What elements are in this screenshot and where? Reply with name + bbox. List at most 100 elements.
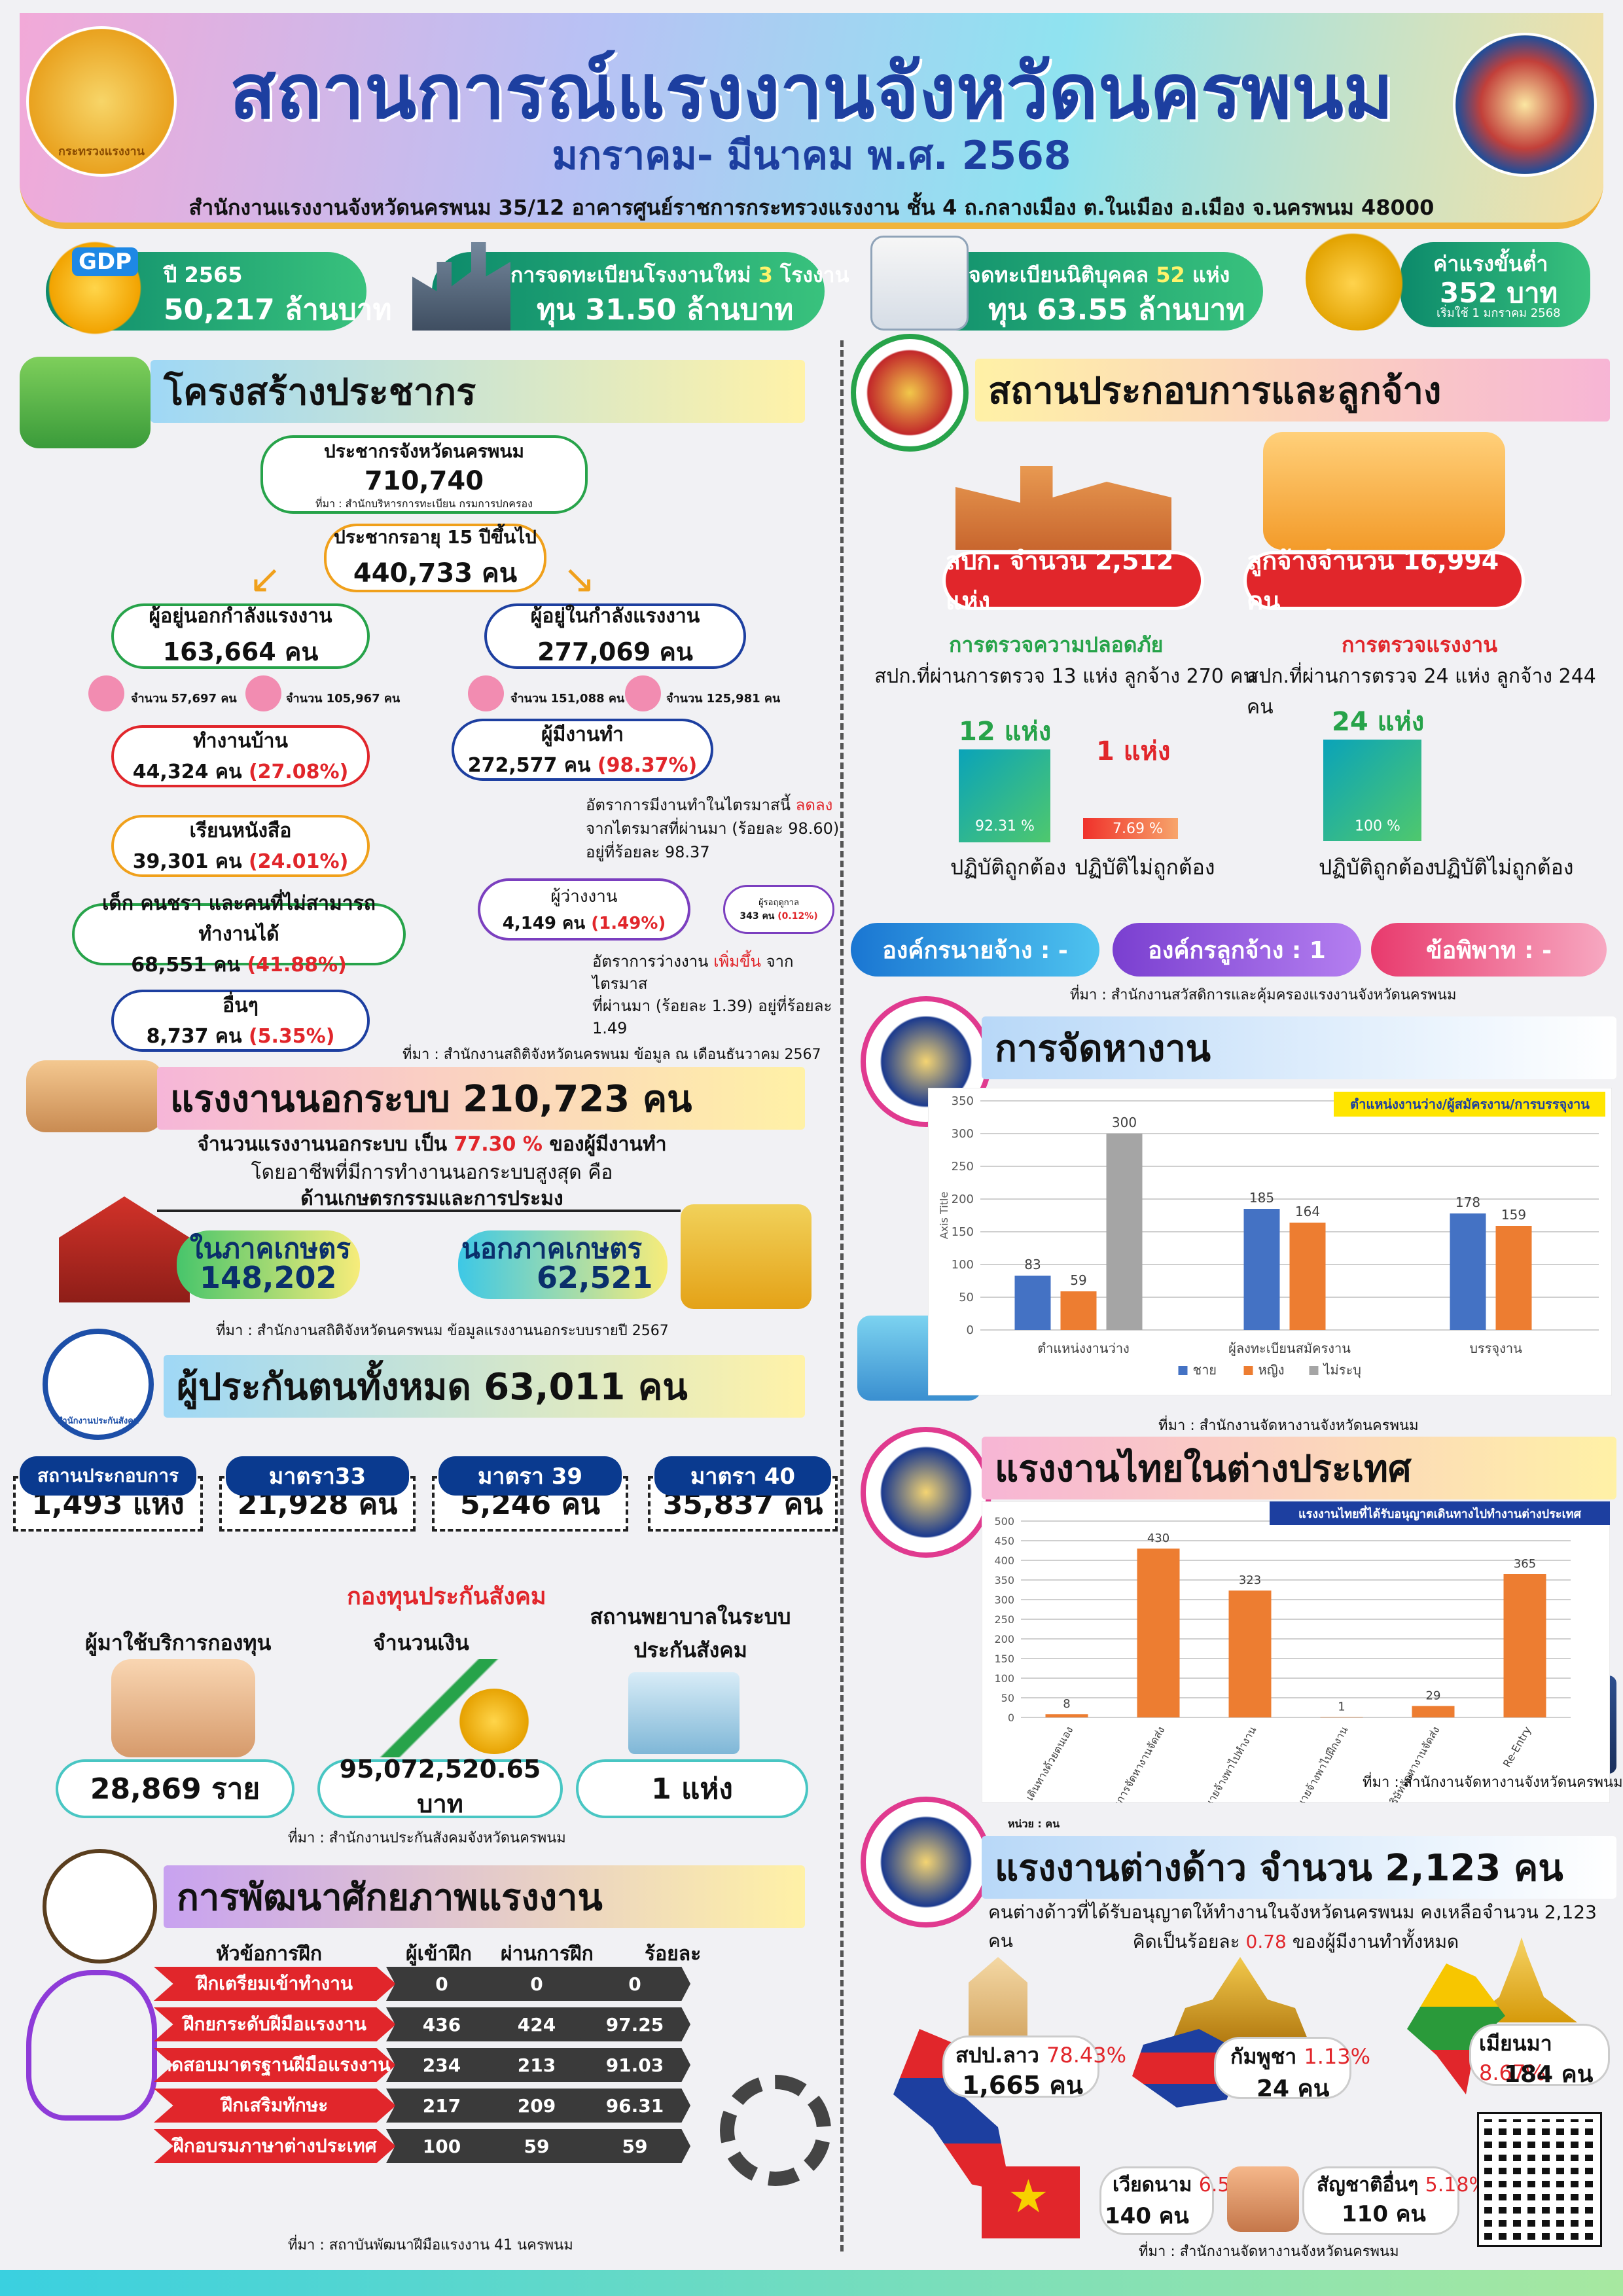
training-in-1: 436 [386, 2007, 497, 2041]
informal-arrow [157, 1210, 681, 1212]
laos-landmark-icon [969, 1957, 1027, 2042]
agri-value: 148,202 [200, 1260, 337, 1295]
labor-protection-logo [851, 334, 969, 452]
unemployed-line: 4,149 คน (1.49%) [503, 910, 666, 937]
fund-amount-value-text: 95,072,520.65 บาท [339, 1754, 541, 1818]
arrow-right-icon: ↘ [563, 556, 596, 602]
juristic-line1: จดทะเบียนนิติบุคคล 52 แห่ง [969, 259, 1230, 292]
total-population-label: ประชากรจังหวัดนครพนม [324, 440, 524, 462]
abroad-source: ที่มา : สำนักงานจัดหางานจังหวัดนครพนม [1363, 1774, 1623, 1791]
qr-code[interactable] [1477, 2112, 1602, 2247]
laos-value: 1,665 คน [962, 2071, 1083, 2100]
employment-note-red: ลดลง [795, 796, 833, 814]
laos-pct: 78.43% [1046, 2043, 1127, 2068]
employment-dept-logo [861, 1427, 991, 1558]
seasonal-line: 343 คน (0.12%) [740, 909, 817, 924]
unemployment-note-b: จากไตรมาส [592, 952, 794, 993]
laos-label-box [942, 2036, 1099, 2098]
hospital-label: สถานพยาบาลในระบบ ประกันสังคม [576, 1600, 805, 1667]
training-in-3: 217 [386, 2089, 497, 2123]
labor-ok-count: 24 แห่ง [1332, 707, 1425, 737]
hospital-value-text: 1 แห่ง [651, 1772, 733, 1806]
chart1-title: ตำแหน่งงานว่าง/ผู้สมัครงาน/การบรรจุงาน [1350, 1096, 1590, 1113]
chart2-data-label: 430 [1147, 1532, 1169, 1545]
section-training: การพัฒนาศักยภาพแรงงาน [164, 1865, 805, 1928]
outside-labor-box: ผู้อยู่นอกกำลังแรงงาน 163,664 คน [111, 603, 370, 669]
chart2-ytick: 450 [994, 1535, 1014, 1547]
section-population: โครงสร้างประชากร [151, 360, 805, 423]
cambodia-value: 24 คน [1257, 2075, 1330, 2102]
agri-label: ในภาคเกษตร [190, 1232, 351, 1265]
training-topic-0: ฝึกเตรียมเข้าทำงาน [154, 1967, 396, 2001]
training-pass-1: 424 [481, 2007, 592, 2041]
chart1-data-label: 59 [1070, 1272, 1086, 1288]
outside-male: จำนวน 57,697 คน [131, 692, 237, 706]
vietnam-value: 140 คน [1105, 2203, 1189, 2229]
other-nation-value: 110 คน [1342, 2201, 1426, 2227]
employed-pct: (98.37%) [597, 753, 698, 777]
chart2-ytick: 0 [1008, 1712, 1014, 1724]
training-pct-2: 91.03 [579, 2048, 690, 2082]
chart1-category-label: บรรจุงาน [1469, 1340, 1522, 1357]
employment-dept-logo [861, 1797, 991, 1928]
unable-pct: (41.88%) [247, 954, 347, 977]
labor-ok-label: ปฏิบัติถูกต้อง [1319, 855, 1435, 880]
hospital-icon [628, 1672, 740, 1754]
study-label: เรียนหนังสือ [189, 819, 292, 842]
training-topic-2: ทดสอบมาตรฐานฝีมือแรงงาน [154, 2048, 396, 2082]
insurance-box-label-3: มาตรา 40 [654, 1456, 831, 1496]
myanmar-name: เมียนมา [1479, 2031, 1552, 2056]
juristic-count: 52 [1156, 262, 1185, 287]
training-source: ที่มา : สถาบันพัฒนาฝีมือแรงงาน 41 นครพนม [288, 2237, 573, 2253]
gdp-value: 50,217 ล้านบาท [164, 293, 392, 327]
foreign-source: ที่มา : สำนักงานจัดหางานจังหวัดนครพนม [1139, 2244, 1399, 2260]
training-pct-3: 96.31 [579, 2089, 690, 2123]
safety-ok-bar [959, 749, 1050, 842]
wage-note: เริ่มใช้ 1 มกราคม 2568 [1436, 306, 1561, 320]
chart2-data-label: 29 [1426, 1689, 1441, 1703]
skill-dev-logo [43, 1849, 157, 1964]
people-icon [1227, 2166, 1299, 2232]
insurance-source: ที่มา : สำนักงานประกันสังคมจังหวัดนครพนม [288, 1830, 566, 1846]
training-pct-1: 97.25 [579, 2007, 690, 2041]
insurance-box-label-0: สถานประกอบการ [20, 1456, 196, 1496]
chart2-bar [1137, 1549, 1180, 1717]
training-in-4: 100 [386, 2129, 497, 2163]
safety-subtitle: สปก.ที่ผ่านการตรวจ 13 แห่ง ลูกจ้าง 270 ค… [874, 665, 1257, 688]
seasonal-label: ผู้รอฤดูกาล [758, 898, 799, 908]
arrow-left-icon: ↙ [249, 556, 282, 602]
employed-line: 272,577 คน (98.37%) [468, 750, 698, 781]
agri-box [177, 1230, 360, 1299]
unemployment-note-red: เพิ่มขึ้น [713, 952, 761, 971]
wage-card [1400, 242, 1590, 327]
unable-label: เด็ก คนชรา และคนที่ไม่สามารถทำงานได้ [102, 892, 376, 946]
training-pass-0: 0 [481, 1967, 592, 2001]
hospital-label-line2: ประกันสังคม [633, 1638, 747, 1662]
fund-amount-label: จำนวนเงิน [373, 1630, 469, 1655]
province-seal-icon [1453, 33, 1597, 177]
inside-female: จำนวน 125,981 คน [666, 692, 781, 706]
other-nation-name: สัญชาติอื่นๆ [1317, 2174, 1419, 2197]
nonagri-value: 62,521 [537, 1260, 653, 1295]
labor-bad-label: ปฏิบัติไม่ถูกต้อง [1433, 855, 1574, 880]
chart2-data-label: 323 [1239, 1573, 1261, 1587]
chart1-data-label: 159 [1501, 1207, 1526, 1223]
employment-note: อัตราการมีงานทำในไตรมาสนี้ ลดลง จากไตรมา… [586, 793, 841, 864]
vietnam-name: เวียดนาม [1113, 2174, 1192, 2197]
female-avatar-icon [625, 675, 661, 711]
workers-group-icon [26, 1060, 164, 1132]
other-nation-label-box [1302, 2166, 1459, 2235]
chart1-ytick: 150 [952, 1225, 974, 1239]
training-in-2: 234 [386, 2048, 497, 2082]
employment-note-line3: อยู่ที่ร้อยละ 98.37 [586, 843, 710, 861]
gdp-label: GDP [72, 247, 139, 276]
jobs-source: ที่มา : สำนักงานจัดหางานจังหวัดนครพนม [1158, 1418, 1419, 1434]
informal-source: ที่มา : สำนักงานสถิติจังหวัดนครพนม ข้อมู… [216, 1323, 669, 1339]
housework-value: 44,324 คน [132, 760, 242, 783]
factory-label: การจดทะเบียนโรงงานใหม่ [510, 262, 751, 287]
wage-label: ค่าแรงขั้นต่ำ [1433, 251, 1548, 276]
chart1-title-box [1334, 1092, 1605, 1117]
other-box: อื่นๆ 8,737 คน (5.35%) [111, 990, 370, 1052]
section-informal-labor: แรงงานนอกระบบ 210,723 คน [157, 1067, 805, 1130]
labor-ok-pct: 100 % [1355, 818, 1400, 834]
